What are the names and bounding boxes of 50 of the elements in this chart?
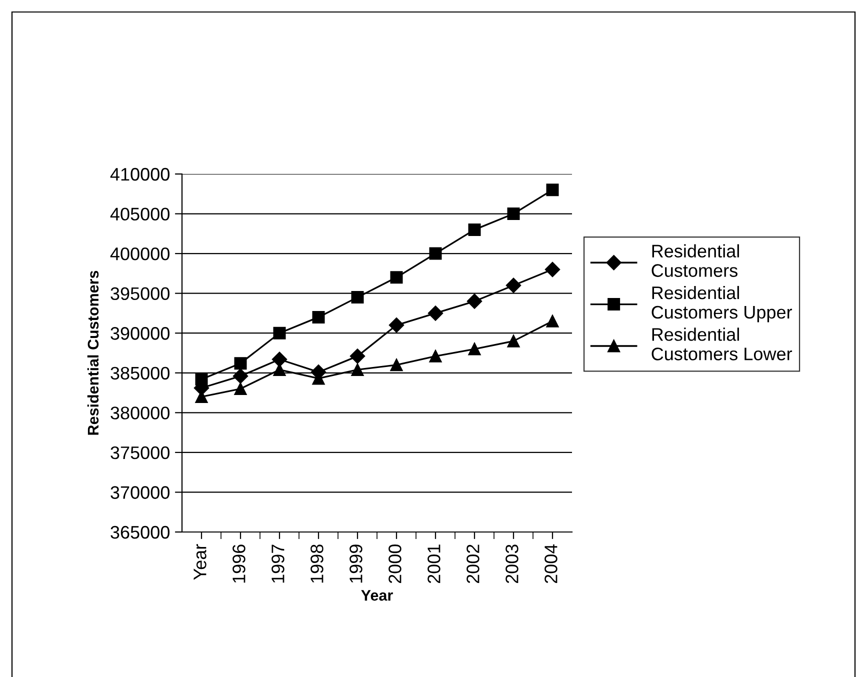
point	[544, 262, 560, 278]
x-tick-label: 1996	[232, 544, 246, 583]
point	[351, 363, 364, 376]
point	[388, 318, 404, 333]
y-tick-label: 375000	[110, 446, 170, 460]
y-axis-title: Residential Customers	[87, 270, 99, 435]
point	[429, 247, 442, 260]
point	[507, 334, 520, 348]
point	[468, 223, 481, 236]
point	[350, 348, 366, 364]
point	[390, 358, 403, 372]
point	[232, 368, 248, 384]
point	[195, 373, 208, 386]
point	[506, 278, 522, 293]
y-tick-label: 365000	[110, 526, 170, 539]
point	[234, 357, 247, 370]
point	[546, 184, 559, 196]
point	[507, 208, 520, 220]
point	[312, 310, 325, 324]
x-axis-title: Year	[361, 590, 393, 601]
point	[351, 291, 364, 304]
x-tick-label: 1997	[272, 544, 284, 583]
y-tick-label: 400000	[110, 247, 170, 260]
point	[273, 326, 286, 340]
legend-label: Residential Customers Lower	[652, 328, 792, 360]
y-tick-label: 395000	[110, 287, 170, 300]
x-tick-label: 2004	[544, 544, 558, 584]
x-tick-label: 1998	[310, 544, 324, 583]
legend-label: Residential Customers Upper	[652, 286, 792, 322]
y-tick-label: 385000	[110, 366, 170, 380]
x-tick-label: 1999	[350, 544, 362, 583]
point	[429, 350, 442, 362]
x-tick-label: 2000	[388, 544, 402, 584]
point	[466, 294, 482, 309]
y-tick-label: 390000	[110, 327, 170, 340]
point	[428, 306, 444, 321]
point	[272, 352, 288, 367]
y-tick-label: 405000	[110, 208, 170, 220]
point	[546, 314, 559, 328]
x-tick-label: Year	[194, 544, 206, 580]
point	[468, 342, 481, 356]
legend-label: Residential Customers	[652, 244, 739, 277]
x-tick-label: 2001	[428, 544, 440, 584]
y-tick-label: 380000	[110, 406, 170, 420]
x-tick-label: 2003	[506, 544, 518, 584]
point	[390, 271, 403, 284]
y-tick-label: 410000	[110, 168, 170, 181]
point	[234, 382, 247, 396]
x-tick-label: 2002	[466, 544, 480, 584]
y-tick-label: 370000	[110, 486, 170, 499]
